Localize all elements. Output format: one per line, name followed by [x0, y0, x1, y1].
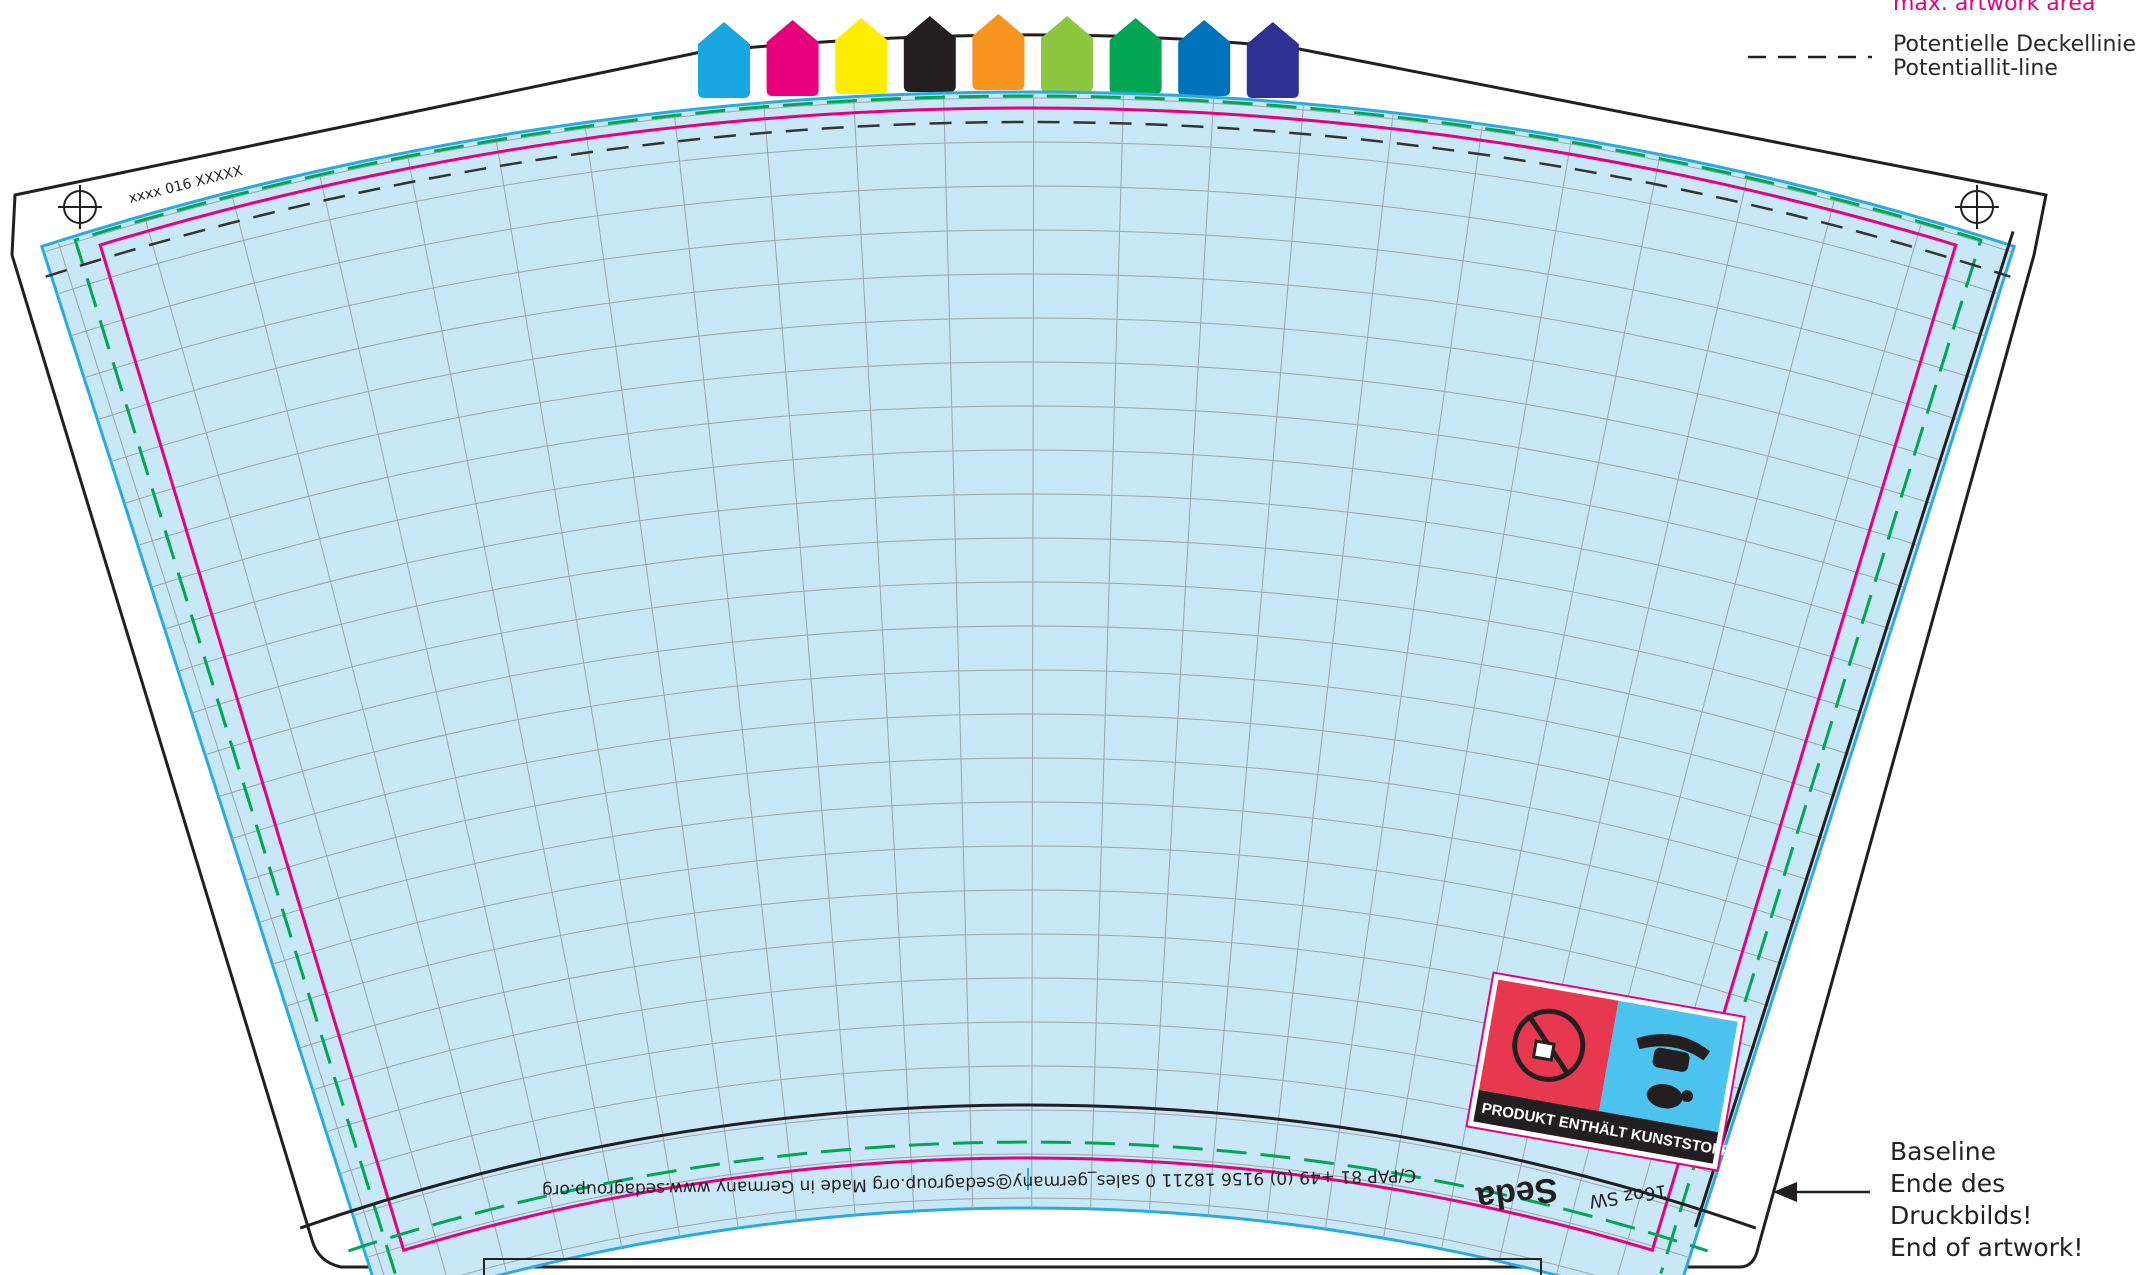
- no-plastic-disposal-icon: [1512, 1008, 1586, 1082]
- grid-line: [229, 801, 1827, 933]
- grid-line: [1031, 91, 1035, 1219]
- registration-mark-left-icon: [58, 185, 102, 229]
- swatch-black: [903, 16, 956, 92]
- baseline-label: Baseline: [1890, 1137, 1996, 1166]
- grid-line: [341, 1153, 1715, 1267]
- legend-max-artwork: max. artwork area: [1893, 0, 2096, 16]
- grid-line: [215, 757, 1841, 891]
- grid-line: [762, 91, 857, 1226]
- baseline-end-de: Ende des Druckbilds!: [1890, 1169, 2033, 1230]
- lid-line: [45, 120, 2011, 278]
- grid-line: [145, 537, 1911, 683]
- grid-line: [492, 122, 682, 1247]
- right-black-line: [1693, 230, 2015, 1228]
- grid-line: [41, 141, 2015, 307]
- legend-lid-line-de: Potentielle Deckellinie: [1893, 32, 2137, 57]
- grid-line: [327, 1109, 1729, 1225]
- grid-line: [257, 889, 1799, 1016]
- safe-zone-line: [73, 94, 1983, 1275]
- swatch-orange: [972, 14, 1025, 90]
- grid-line: [187, 669, 1869, 808]
- legend-lid-line-en: Potentiallit-line: [1893, 56, 2058, 81]
- grid-line: [159, 581, 1897, 724]
- grid-line: [852, 91, 915, 1222]
- baseline-note: Baseline Ende des Druckbilds! End of art…: [1890, 1136, 2145, 1264]
- swatch-yellow: [835, 18, 888, 94]
- plastic-warning-label: PRODUKT ENTHÄLT KUNSTSTOFF: [1465, 971, 1746, 1172]
- grid-line: [48, 229, 2008, 391]
- swatch-green: [1109, 18, 1162, 94]
- grid-line: [582, 108, 740, 1238]
- grid-line: [75, 317, 1981, 474]
- grid-line: [1323, 110, 1485, 1240]
- grid-line: [243, 845, 1813, 975]
- grid-line: [1148, 91, 1215, 1222]
- grid-line: [117, 449, 1939, 599]
- bottom-safe-line: [347, 1140, 1709, 1253]
- swatch-magenta: [766, 20, 819, 96]
- grid-line: [103, 405, 1953, 557]
- grid-line: [227, 178, 510, 1275]
- info-box: [483, 1258, 1542, 1275]
- baseline-arrow-icon: [1773, 1182, 1870, 1202]
- grid-lines: [41, 91, 2015, 1275]
- swatch-light-green: [1041, 16, 1093, 92]
- grid-line: [1089, 91, 1125, 1219]
- grid-line: [139, 201, 454, 1275]
- grid-line: [355, 1197, 1701, 1275]
- swatch-blue: [1178, 20, 1231, 96]
- grid-line: [315, 157, 567, 1270]
- baseline-end-en: End of artwork!: [1890, 1233, 2084, 1262]
- grid-line: [1381, 124, 1575, 1249]
- registration-mark-right-icon: [1955, 185, 1999, 229]
- grid-line: [131, 493, 1925, 641]
- grid-line: [403, 138, 625, 1258]
- grid-line: [61, 273, 1995, 432]
- grid-line: [41, 97, 2015, 265]
- max-artwork-line: [98, 106, 1958, 1253]
- grid-line: [672, 97, 799, 1231]
- grid-line: [41, 185, 2015, 349]
- grid-line: [942, 91, 974, 1219]
- bottom-black-line: [299, 1103, 1757, 1230]
- grid-line: [53, 227, 397, 1275]
- grid-line: [1206, 91, 1306, 1226]
- swatch-cyan: [698, 22, 750, 98]
- turtle-icon: [1636, 1034, 1711, 1109]
- grid-line: [1265, 98, 1396, 1232]
- grid-line: [201, 713, 1855, 850]
- grid-line: [89, 361, 1967, 516]
- grid-line: [173, 625, 1883, 766]
- swatch-violet: [1246, 22, 1299, 98]
- color-swatches: [698, 14, 1299, 98]
